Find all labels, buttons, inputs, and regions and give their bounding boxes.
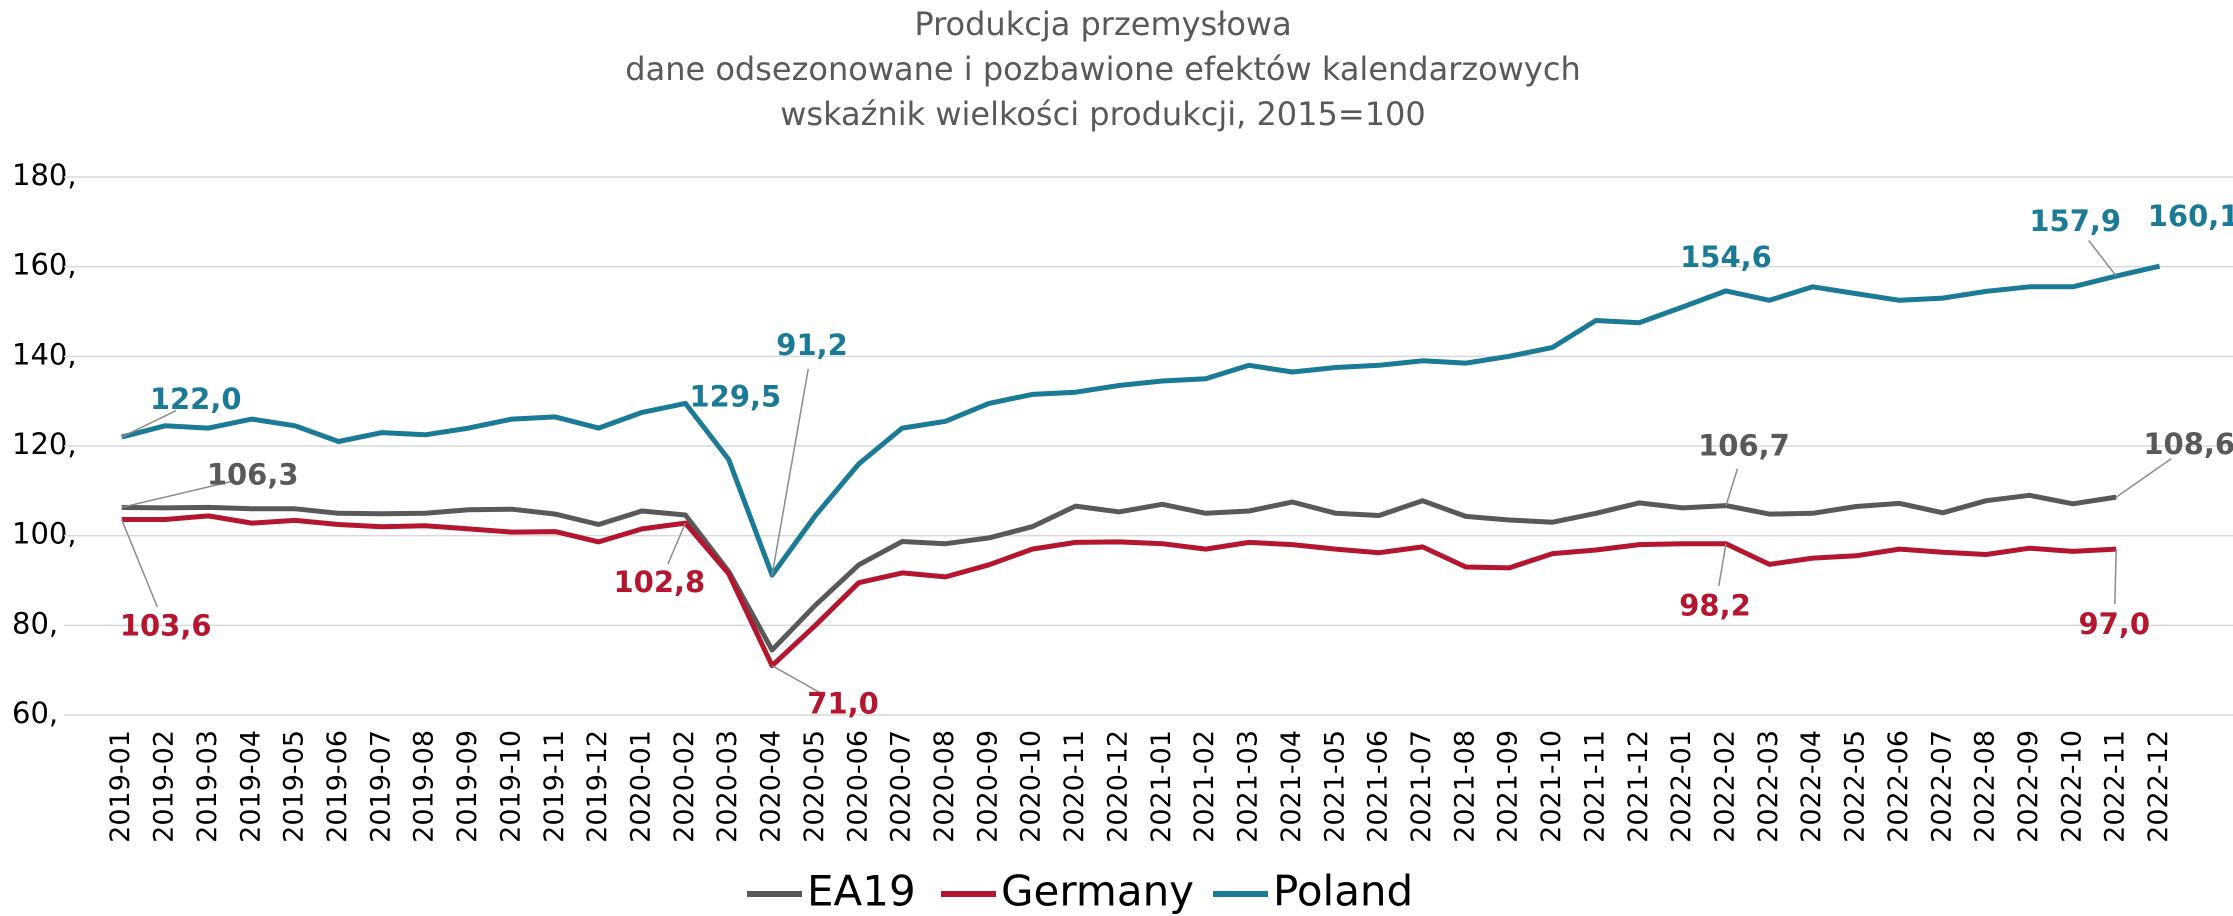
chart-subtitle: dane odsezonowane i pozbawione efektów k… (625, 50, 1580, 88)
leader-line (2115, 458, 2172, 498)
leader-line (2088, 240, 2117, 277)
data-label: 129,5 (689, 379, 781, 413)
x-tick-label: 2021-08 (1449, 730, 1480, 843)
x-tick-label: 2019-10 (495, 730, 526, 843)
x-tick-label: 2021-01 (1146, 730, 1177, 843)
x-tick-label: 2019-03 (192, 730, 223, 843)
data-label: 91,2 (776, 328, 848, 362)
x-tick-label: 2020-09 (972, 730, 1003, 843)
x-tick-label: 2020-08 (929, 730, 960, 843)
y-tick-label: 120, (12, 427, 77, 461)
data-label: 103,6 (120, 609, 212, 643)
x-tick-label: 2019-04 (235, 730, 266, 843)
leader-line (1717, 543, 1727, 587)
y-tick-label: 160, (12, 248, 77, 282)
data-label: 71,0 (807, 687, 879, 721)
leader-line (120, 519, 159, 608)
data-label: 106,7 (1698, 429, 1790, 463)
series-line (121, 492, 2117, 653)
x-tick-label: 2019-09 (452, 730, 483, 843)
x-tick-label: 2022-02 (1710, 730, 1741, 843)
y-tick-label: 180, (12, 158, 77, 192)
x-tick-label: 2020-01 (626, 730, 657, 843)
legend-label: Germany (1001, 867, 1194, 916)
series-line (121, 513, 2117, 669)
data-label: 106,3 (207, 457, 299, 491)
y-tick-label: 100, (12, 517, 77, 551)
x-tick-label: 2021-12 (1623, 730, 1654, 843)
series-line (121, 263, 2161, 578)
x-tick-label: 2022-05 (1840, 730, 1871, 843)
x-tick-label: 2022-06 (1883, 730, 1914, 843)
x-tick-label: 2021-02 (1189, 730, 1220, 843)
x-tick-label: 2019-02 (149, 730, 180, 843)
x-tick-label: 2020-12 (1102, 730, 1133, 843)
x-tick-label: 2022-08 (1970, 730, 2001, 843)
x-tick-label: 2020-07 (886, 730, 917, 843)
data-label: 97,0 (2078, 607, 2150, 641)
x-tick-label: 2022-11 (2100, 730, 2131, 843)
x-tick-label: 2021-07 (1406, 730, 1437, 843)
x-tick-label: 2022-07 (1926, 730, 1957, 843)
x-tick-label: 2022-09 (2013, 730, 2044, 843)
leader-line (667, 522, 687, 565)
x-tick-label: 2021-03 (1233, 730, 1264, 843)
x-tick-label: 2021-11 (1579, 730, 1610, 843)
x-tick-label: 2020-03 (712, 730, 743, 843)
x-tick-label: 2020-05 (799, 730, 830, 843)
leader-line (1725, 468, 1739, 506)
data-label: 154,6 (1680, 240, 1772, 274)
x-tick-label: 2019-01 (105, 730, 136, 843)
x-tick-label: 2022-01 (1666, 730, 1697, 843)
x-tick-label: 2019-08 (409, 730, 440, 843)
x-tick-label: 2020-10 (1016, 730, 1047, 843)
data-label: 102,8 (613, 565, 705, 599)
y-tick-label: 140, (12, 337, 77, 371)
data-label: 122,0 (150, 382, 242, 416)
x-tick-label: 2019-05 (279, 730, 310, 843)
x-tick-label: 2022-12 (2143, 730, 2174, 843)
x-tick-label: 2019-11 (539, 730, 570, 843)
x-tick-label: 2019-12 (582, 730, 613, 843)
x-tick-label: 2021-05 (1319, 730, 1350, 843)
x-tick-label: 2020-11 (1059, 730, 1090, 843)
x-tick-label: 2021-10 (1536, 730, 1567, 843)
x-tick-label: 2019-07 (365, 730, 396, 843)
x-tick-label: 2022-03 (1753, 730, 1784, 843)
data-label: 98,2 (1679, 589, 1751, 623)
x-tick-label: 2021-06 (1363, 730, 1394, 843)
x-tick-label: 2022-10 (2056, 730, 2087, 843)
x-tick-label: 2021-09 (1493, 730, 1524, 843)
legend-label: EA19 (807, 867, 916, 916)
x-tick-label: 2019-06 (322, 730, 353, 843)
x-tick-label: 2020-06 (842, 730, 873, 843)
data-label: 160,1 (2148, 199, 2233, 233)
data-label: 157,9 (2029, 204, 2121, 238)
data-label: 108,6 (2143, 427, 2233, 461)
y-tick-label: 80, (12, 606, 58, 640)
y-tick-label: 60, (12, 696, 58, 730)
chart-subtitle: wskaźnik wielkości produkcji, 2015=100 (780, 95, 1426, 133)
x-tick-label: 2022-04 (1796, 730, 1827, 843)
x-tick-label: 2020-04 (756, 730, 787, 843)
leader-line (121, 480, 232, 509)
x-tick-label: 2020-02 (669, 730, 700, 843)
leader-line (2114, 549, 2117, 605)
leader-line (771, 665, 825, 696)
leader-line (121, 409, 177, 438)
leader-line (771, 368, 810, 576)
legend-label: Poland (1273, 867, 1413, 916)
chart-title: Produkcja przemysłowa (914, 5, 1291, 43)
x-tick-label: 2021-04 (1276, 730, 1307, 843)
